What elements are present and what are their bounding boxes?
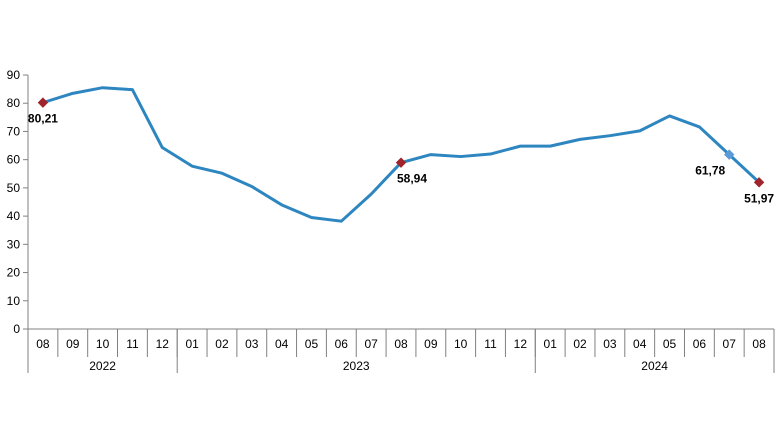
- x-category-label: 04: [633, 337, 647, 351]
- data-point-marker: [724, 149, 735, 160]
- x-axis-categories: 08 09 10 11 12 01 02 03 04 05 06 07 08 09 10 11 12 01 02 03…: [27, 329, 775, 357]
- x-category-label: 09: [66, 337, 80, 351]
- x-category-label: 07: [723, 337, 737, 351]
- x-category-label: 06: [693, 337, 707, 351]
- data-markers: [37, 97, 765, 188]
- data-label: 51,97: [744, 191, 774, 205]
- y-tick-label: 70: [7, 124, 21, 138]
- y-tick-label: 50: [7, 181, 21, 195]
- y-tick-label: 60: [7, 153, 21, 167]
- y-tick-label: 30: [7, 237, 21, 251]
- x-category-label: 02: [573, 337, 587, 351]
- x-category-label: 04: [275, 337, 289, 351]
- x-axis-years: 2022 2023 2024: [27, 329, 775, 373]
- x-category-label: 12: [514, 337, 528, 351]
- y-tick-label: 90: [7, 68, 21, 82]
- x-category-label: 11: [126, 337, 139, 351]
- x-category-label: 03: [603, 337, 617, 351]
- x-category-label: 08: [752, 337, 766, 351]
- year-label: 2023: [343, 359, 370, 373]
- year-label: 2022: [89, 359, 116, 373]
- x-category-label: 10: [96, 337, 110, 351]
- x-category-label: 10: [454, 337, 468, 351]
- data-point-marker: [395, 157, 407, 168]
- x-category-label: 07: [364, 337, 378, 351]
- x-category-label: 05: [305, 337, 319, 351]
- y-tick-label: 0: [13, 322, 20, 336]
- x-category-label: 01: [185, 337, 199, 351]
- y-axis-ticks: 0 10 20 30 40 50 60 70 80 90: [7, 68, 28, 336]
- x-category-label: 05: [663, 337, 677, 351]
- x-category-label: 11: [484, 337, 497, 351]
- series-lines: [41, 86, 761, 223]
- y-tick-label: 40: [7, 209, 21, 223]
- x-category-label: 12: [156, 337, 170, 351]
- x-category-label: 09: [424, 337, 438, 351]
- x-category-label: 01: [544, 337, 558, 351]
- data-label: 80,21: [28, 112, 58, 126]
- series-line: [41, 86, 761, 223]
- y-tick-label: 10: [7, 294, 21, 308]
- x-category-label: 03: [245, 337, 259, 351]
- x-category-label: 06: [335, 337, 349, 351]
- x-category-label: 08: [394, 337, 408, 351]
- axes: [27, 75, 774, 330]
- data-point-marker: [37, 97, 49, 108]
- data-label: 61,78: [695, 164, 725, 178]
- y-tick-label: 20: [7, 266, 21, 280]
- data-label: 58,94: [397, 172, 427, 186]
- x-category-label: 08: [36, 337, 50, 351]
- y-tick-label: 80: [7, 96, 21, 110]
- data-labels: 80,21 58,94 61,78 51,97: [28, 112, 775, 206]
- data-point-marker: [753, 177, 765, 188]
- x-category-label: 02: [215, 337, 229, 351]
- year-label: 2024: [641, 359, 668, 373]
